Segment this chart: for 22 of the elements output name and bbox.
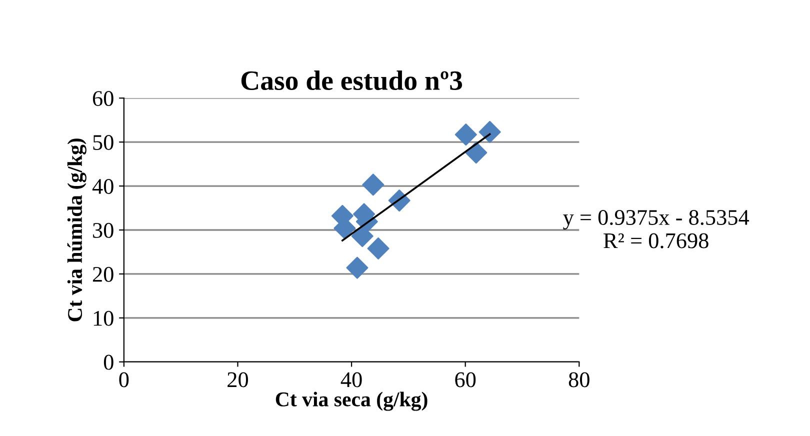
- annotation: y = 0.9375x - 8.5354 R² = 0.7698: [563, 210, 750, 248]
- y-tick-label: 40: [92, 178, 114, 194]
- point: [478, 120, 501, 143]
- y-tick-label: 60: [92, 91, 114, 106]
- y-tick-label: 0: [104, 354, 114, 370]
- y-tick-label: 50: [93, 134, 114, 150]
- x-tick-label: 20: [228, 372, 248, 388]
- y-tick-label: 10: [94, 310, 114, 326]
- point: [362, 174, 384, 196]
- x-tick-label: 0: [119, 372, 129, 388]
- y-tick-label: 20: [92, 266, 114, 282]
- point: [346, 256, 368, 279]
- point: [465, 142, 488, 164]
- y-axis-title: Ct via húmida (g/kg): [67, 138, 86, 322]
- point: [454, 124, 477, 146]
- x-tick-label: 40: [340, 372, 362, 388]
- x-tick-label: 60: [455, 372, 476, 388]
- point: [367, 237, 390, 260]
- x-tick-label: 80: [568, 372, 590, 388]
- x-axis-title: Ct via seca (g/kg): [276, 392, 428, 411]
- y-tick-label: 30: [93, 222, 114, 238]
- chart-title: Caso de estudo nº3: [241, 70, 462, 90]
